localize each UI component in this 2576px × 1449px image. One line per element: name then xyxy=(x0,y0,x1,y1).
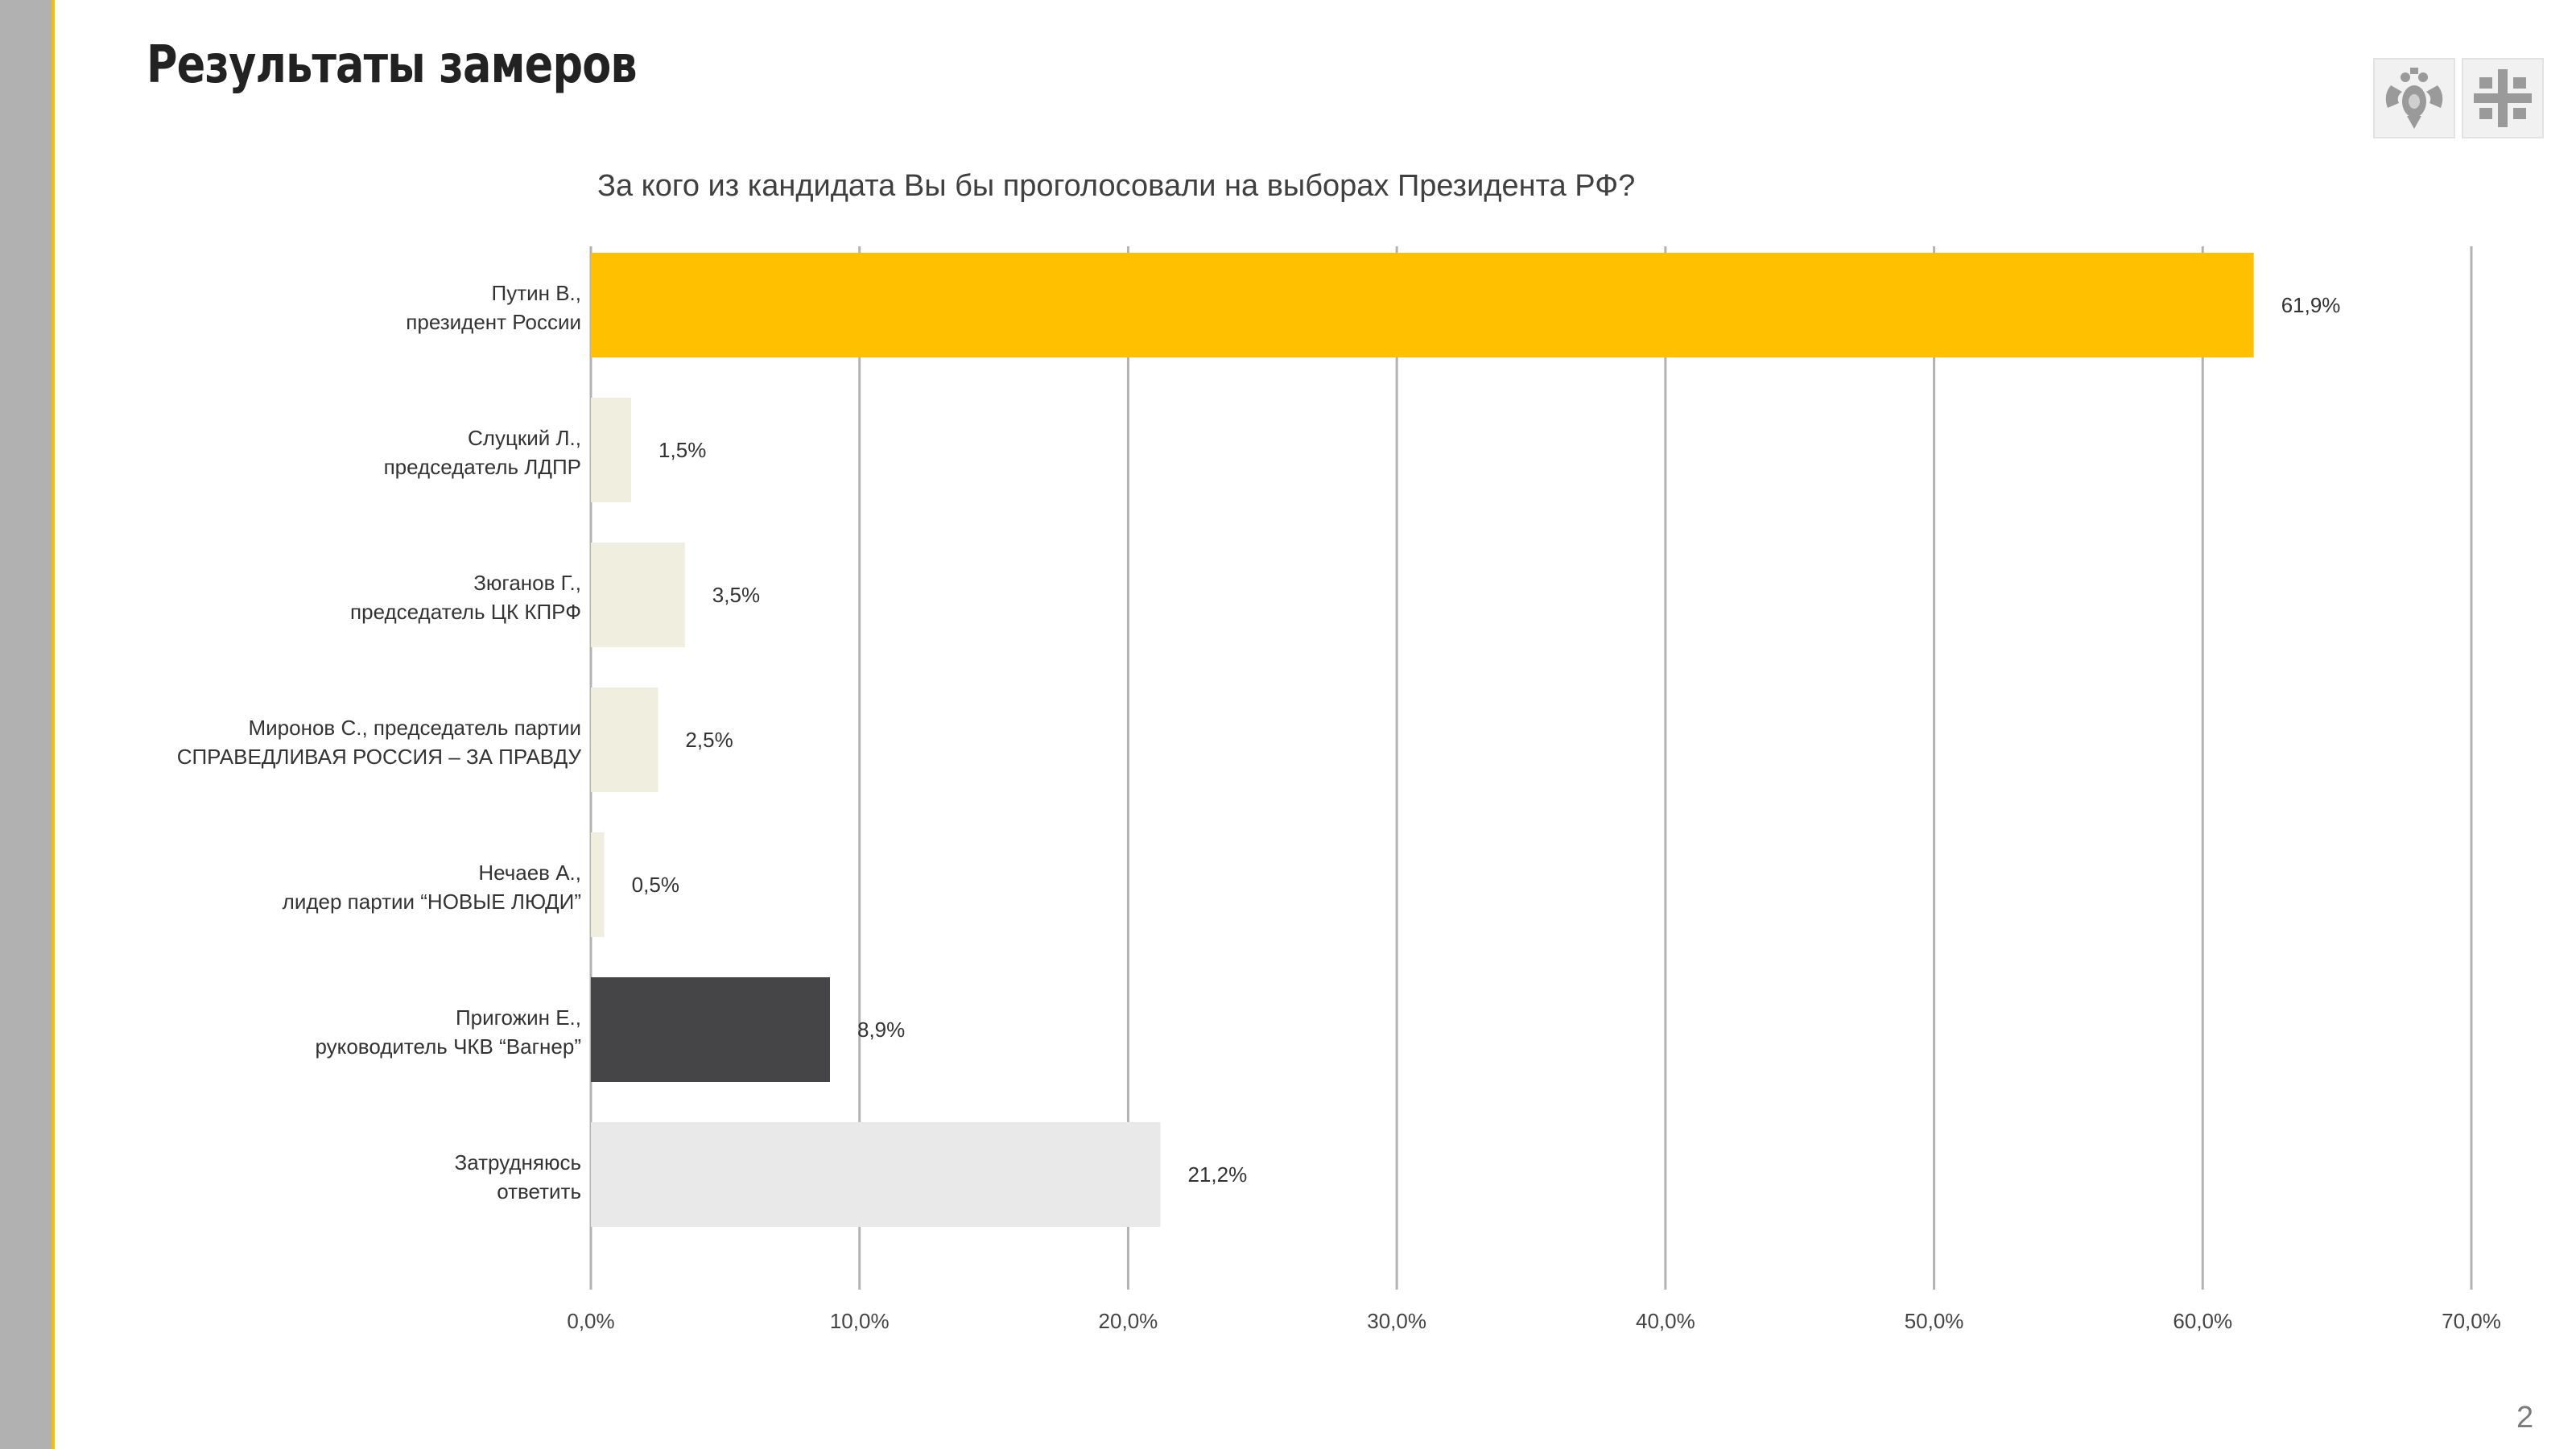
x-tick-label: 10,0% xyxy=(830,1309,890,1333)
x-tick-label: 30,0% xyxy=(1367,1309,1426,1333)
grid-cross-icon xyxy=(2462,58,2544,138)
category-label-line: председатель ЦК КПРФ xyxy=(350,600,581,624)
x-tick-label: 60,0% xyxy=(2173,1309,2232,1333)
category-label-line: руководитель ЧКВ “Вагнер” xyxy=(315,1034,581,1059)
category-label-line: президент России xyxy=(406,310,581,334)
category-label-line: лидер партии “НОВЫЕ ЛЮДИ” xyxy=(282,890,581,914)
accent-line xyxy=(52,0,55,1449)
category-label-line: Затрудняюсь xyxy=(454,1150,581,1174)
category-label-line: СПРАВЕДЛИВАЯ РОССИЯ – ЗА ПРАВДУ xyxy=(176,745,581,769)
chart-title: За кого из кандидата Вы бы проголосовали… xyxy=(597,169,1636,203)
x-tick-label: 50,0% xyxy=(1905,1309,1964,1333)
page-number: 2 xyxy=(2516,1401,2534,1435)
page-title: Результаты замеров xyxy=(147,35,638,95)
category-label-zyuganov: Зюганов Г., председатель ЦК КПРФ xyxy=(121,568,581,626)
x-tick-label: 0,0% xyxy=(567,1309,614,1333)
category-label-line: председатель ЛДПР xyxy=(383,455,581,479)
eagle-emblem-icon xyxy=(2373,58,2455,138)
left-sidebar-strip xyxy=(0,0,52,1449)
data-label: 3,5% xyxy=(712,583,760,607)
bar xyxy=(591,1122,1161,1227)
data-label: 61,9% xyxy=(2281,293,2341,317)
bar xyxy=(591,832,605,937)
data-label: 8,9% xyxy=(857,1018,905,1042)
x-tick-label: 70,0% xyxy=(2442,1309,2501,1333)
x-tick-label: 20,0% xyxy=(1099,1309,1158,1333)
bar xyxy=(591,543,685,647)
category-label-mironov: Миронов С., председатель партии СПРАВЕДЛ… xyxy=(121,713,581,771)
category-label-undecided: Затрудняюсь ответить xyxy=(121,1148,581,1206)
category-label-slutsky: Слуцкий Л., председатель ЛДПР xyxy=(121,423,581,481)
category-label-line: Слуцкий Л., xyxy=(468,426,581,450)
category-label-line: Пригожин Е., xyxy=(455,1005,581,1030)
data-label: 0,5% xyxy=(632,873,679,897)
category-label-line: Нечаев А., xyxy=(478,861,581,885)
category-label-line: Миронов С., председатель партии xyxy=(248,716,582,740)
category-label-line: Путин В., xyxy=(491,281,582,305)
bar xyxy=(591,253,2254,357)
x-tick-label: 40,0% xyxy=(1636,1309,1695,1333)
category-label-line: ответить xyxy=(497,1179,581,1203)
category-label-line: Зюганов Г., xyxy=(473,571,581,595)
data-label: 2,5% xyxy=(685,728,733,752)
bar xyxy=(591,977,831,1082)
category-label-putin: Путин В., президент России xyxy=(121,279,581,336)
data-label: 21,2% xyxy=(1187,1162,1247,1187)
bar xyxy=(591,687,658,792)
bar xyxy=(591,398,632,502)
data-label: 1,5% xyxy=(658,438,706,462)
category-label-nechaev: Нечаев А., лидер партии “НОВЫЕ ЛЮДИ” xyxy=(121,858,581,916)
category-label-prigozhin: Пригожин Е., руководитель ЧКВ “Вагнер” xyxy=(121,1003,581,1061)
